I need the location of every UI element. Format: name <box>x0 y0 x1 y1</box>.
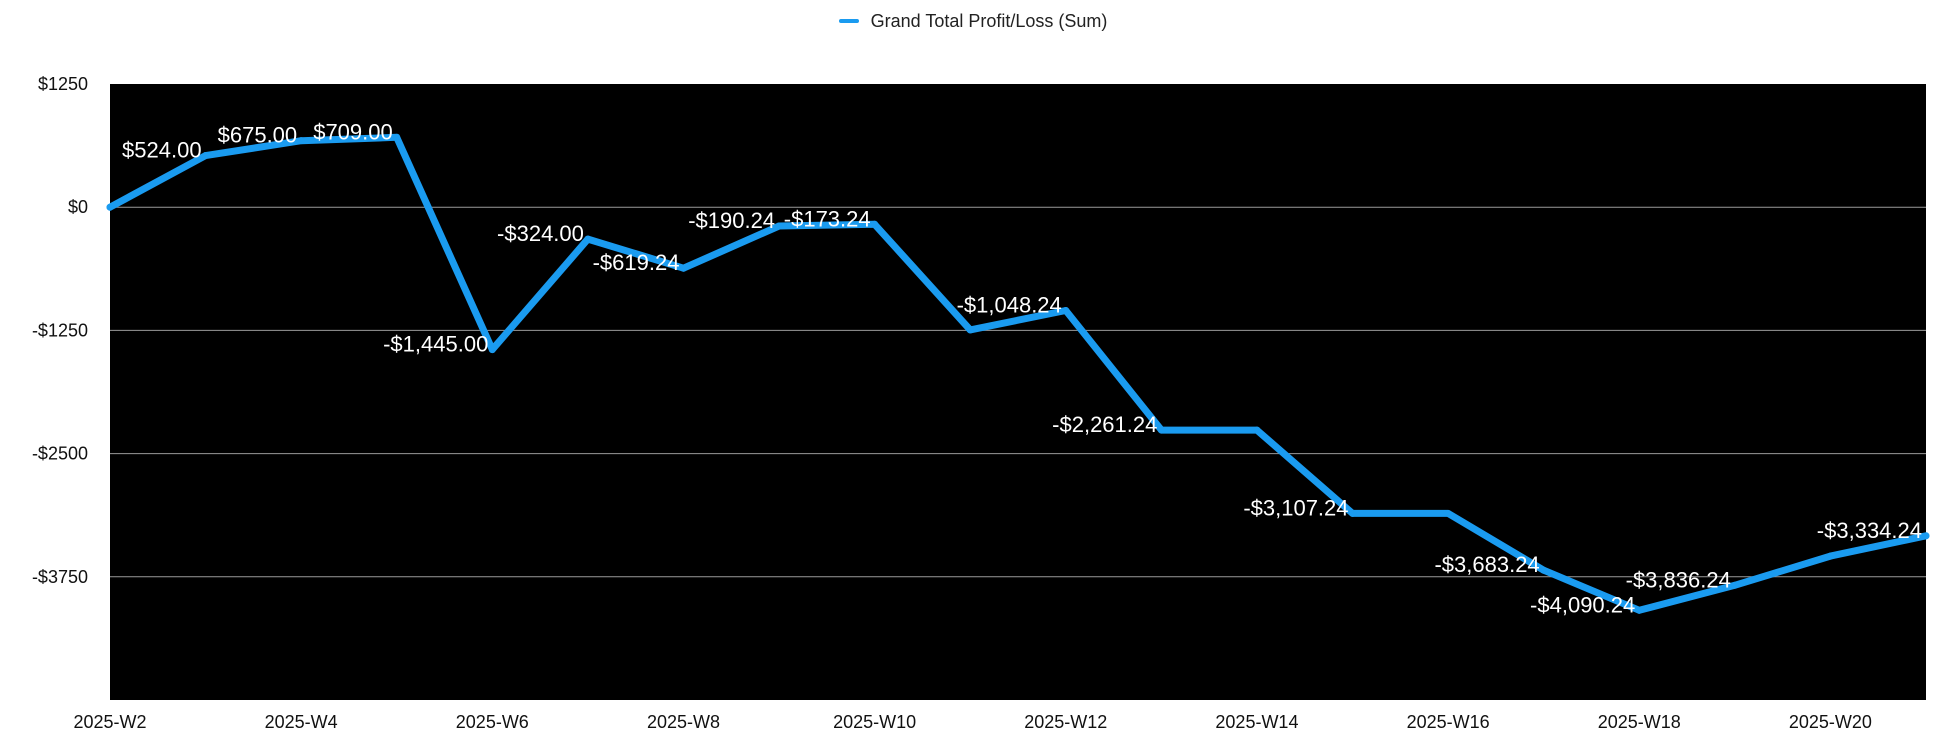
data-point <box>1731 581 1739 589</box>
y-tick-label: -$2500 <box>32 444 88 464</box>
y-axis-ticks: $1250 $0 -$1250 -$2500 -$3750 <box>32 74 88 587</box>
data-point <box>1922 532 1930 540</box>
data-label: -$1,445.00 <box>383 332 488 357</box>
x-tick-label: 2025-W10 <box>833 712 916 732</box>
x-tick-label: 2025-W8 <box>647 712 720 732</box>
x-tick-label: 2025-W16 <box>1407 712 1490 732</box>
legend-label: Grand Total Profit/Loss (Sum) <box>870 10 1108 31</box>
legend-swatch <box>838 19 859 24</box>
data-point <box>106 203 114 211</box>
data-label: -$2,261.24 <box>1052 412 1157 437</box>
data-label: $675.00 <box>218 123 298 148</box>
y-tick-label: -$1250 <box>32 320 88 340</box>
data-label: -$1,048.24 <box>957 293 1062 318</box>
data-label: -$3,107.24 <box>1243 495 1348 520</box>
data-point <box>1540 566 1548 574</box>
data-point <box>1349 509 1357 517</box>
data-label: -$3,334.24 <box>1817 518 1922 543</box>
data-point <box>1444 509 1452 517</box>
y-tick-label: $1250 <box>38 74 88 94</box>
data-point <box>679 264 687 272</box>
data-point <box>1826 552 1834 560</box>
series-line <box>106 133 1930 614</box>
data-label: $709.00 <box>313 119 393 144</box>
data-points <box>106 133 1930 614</box>
x-axis-ticks: 2025-W2 2025-W4 2025-W6 2025-W8 2025-W10 2025… <box>73 712 1871 732</box>
data-label: $524.00 <box>122 138 202 163</box>
data-point <box>1253 426 1261 434</box>
chart-legend: Grand Total Profit/Loss (Sum) <box>0 10 1946 32</box>
x-tick-label: 2025-W6 <box>456 712 529 732</box>
x-tick-label: 2025-W2 <box>73 712 146 732</box>
data-point <box>1635 606 1643 614</box>
data-point <box>966 326 974 334</box>
data-point <box>775 222 783 230</box>
data-point <box>871 220 879 228</box>
data-label: -$3,836.24 <box>1626 567 1731 592</box>
plot-area <box>110 84 1926 700</box>
data-point <box>202 152 210 160</box>
data-labels: $524.00$675.00 $709.00-$1,445.00-$324.00-… <box>122 119 1922 617</box>
x-tick-label: 2025-W4 <box>265 712 338 732</box>
y-tick-label: -$3750 <box>32 567 88 587</box>
data-point <box>488 346 496 354</box>
data-point <box>393 133 401 141</box>
data-point <box>1062 307 1070 315</box>
data-point <box>297 137 305 145</box>
x-tick-label: 2025-W20 <box>1789 712 1872 732</box>
gridlines <box>110 206 1926 578</box>
x-tick-label: 2025-W12 <box>1024 712 1107 732</box>
data-label: -$4,090.24 <box>1530 592 1635 617</box>
x-tick-label: 2025-W14 <box>1215 712 1298 732</box>
data-label: -$190.24 <box>688 208 775 233</box>
data-label: -$3,683.24 <box>1434 552 1539 577</box>
data-label: -$324.00 <box>497 221 584 246</box>
data-label: -$173.24 <box>784 206 871 231</box>
data-label: -$619.24 <box>593 250 680 275</box>
data-point <box>584 235 592 243</box>
data-point <box>1157 426 1165 434</box>
y-tick-label: $0 <box>68 197 88 217</box>
x-tick-label: 2025-W18 <box>1598 712 1681 732</box>
